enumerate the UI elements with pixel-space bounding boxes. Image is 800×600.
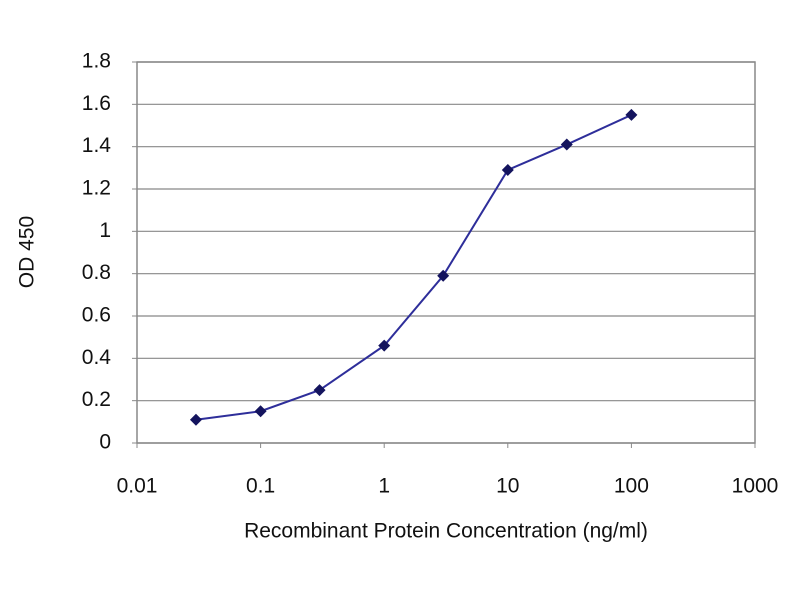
- data-point: [437, 269, 450, 282]
- data-point: [189, 413, 202, 426]
- y-tick-label: 1: [99, 219, 111, 242]
- plot-area: [136, 61, 756, 444]
- data-line: [195, 114, 632, 421]
- data-point: [625, 108, 638, 121]
- x-tick-label: 1: [378, 475, 390, 498]
- x-axis-title: Recombinant Protein Concentration (ng/ml…: [244, 520, 648, 543]
- data-point: [501, 163, 514, 176]
- y-tick-label: 1.4: [82, 134, 112, 157]
- x-tick-label: 0.1: [246, 475, 275, 498]
- y-tick-label: 0.8: [82, 261, 111, 284]
- y-tick-label: 1.2: [82, 177, 111, 200]
- y-tick-label: 0.6: [82, 304, 111, 327]
- data-point: [378, 339, 391, 352]
- x-tick-label: 1000: [732, 475, 779, 498]
- x-tick-label: 0.01: [117, 475, 158, 498]
- y-tick-label: 0: [99, 431, 111, 454]
- y-axis-title: OD 450: [16, 216, 39, 288]
- x-tick-label: 10: [496, 475, 519, 498]
- data-point: [560, 138, 573, 151]
- y-tick-label: 0.4: [82, 346, 112, 369]
- y-tick-label: 1.8: [82, 50, 111, 73]
- data-point: [254, 405, 267, 418]
- x-tick-label: 100: [614, 475, 649, 498]
- y-tick-label: 1.6: [82, 92, 111, 115]
- data-point: [313, 384, 326, 397]
- y-tick-label: 0.2: [82, 388, 111, 411]
